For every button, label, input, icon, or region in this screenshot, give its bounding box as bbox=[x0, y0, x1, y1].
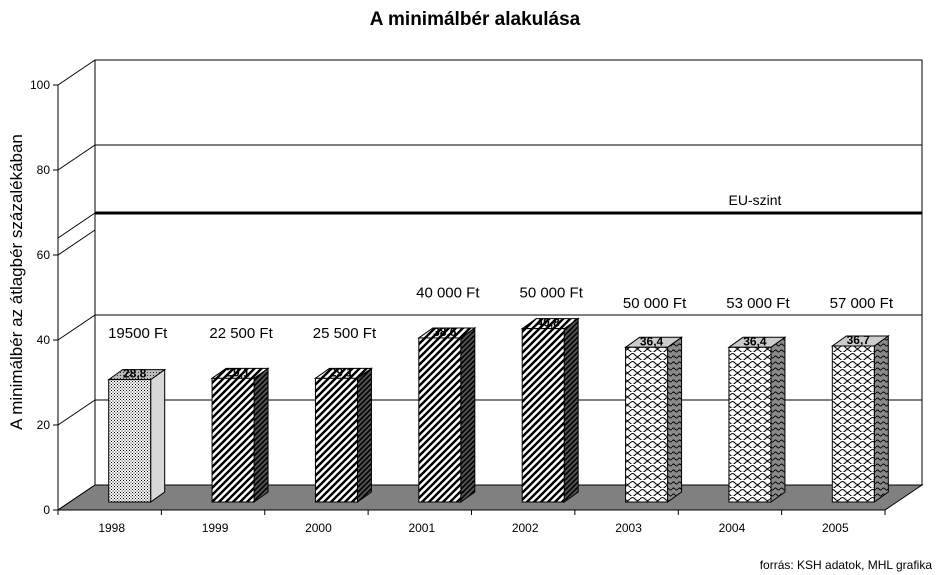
bar-side bbox=[873, 335, 889, 503]
wall-edge bbox=[57, 144, 96, 171]
bar-side bbox=[460, 326, 476, 503]
wage-label: 57 000 Ft bbox=[830, 295, 894, 312]
wage-label: 53 000 Ft bbox=[726, 295, 790, 312]
bar-1999 bbox=[210, 367, 270, 503]
data-label: 40,8 bbox=[537, 316, 561, 330]
x-tick-label: 2004 bbox=[719, 521, 746, 535]
bar-front bbox=[521, 328, 565, 503]
data-label: 36,4 bbox=[640, 334, 664, 348]
floor-plane bbox=[56, 484, 924, 511]
bar-front bbox=[831, 345, 875, 503]
data-label: 28,8 bbox=[123, 367, 147, 381]
x-tick-label: 2002 bbox=[512, 521, 539, 535]
y-tick-label: 80 bbox=[37, 163, 51, 177]
data-labels: 28,8 19500 Ft 29,1 22 500 Ft 29,1 25 500 Ft 38… bbox=[108, 285, 894, 381]
y-tick-label: 0 bbox=[43, 503, 50, 517]
x-tick-label: 2001 bbox=[408, 521, 435, 535]
y-tick-label: 40 bbox=[37, 333, 51, 347]
eu-level-wall-edge bbox=[57, 212, 96, 239]
bar-2002 bbox=[520, 317, 580, 503]
bar-2000 bbox=[313, 367, 373, 503]
y-tick-label: 60 bbox=[37, 248, 51, 262]
x-axis: 1998 1999 2000 2001 2002 2003 2004 2005 bbox=[57, 509, 886, 535]
bar-2003 bbox=[624, 336, 684, 503]
wage-label: 50 000 Ft bbox=[519, 285, 583, 302]
bar-side bbox=[667, 336, 683, 503]
y-tick-label: 20 bbox=[37, 418, 51, 432]
bar-side bbox=[356, 367, 372, 503]
bar-side bbox=[253, 367, 269, 503]
bar-side bbox=[563, 317, 579, 503]
x-tick-label: 1998 bbox=[98, 521, 125, 535]
bar-1998 bbox=[107, 368, 167, 503]
plot-floor bbox=[56, 484, 924, 511]
source-note: forrás: KSH adatok, MHL grafika bbox=[760, 558, 933, 572]
bar-front bbox=[625, 346, 669, 503]
eu-level-label: EU-szint bbox=[729, 192, 782, 208]
bars bbox=[107, 317, 890, 503]
bar-side bbox=[770, 336, 786, 503]
wall-edge bbox=[57, 314, 96, 341]
bar-front bbox=[108, 379, 152, 503]
bar-side bbox=[150, 368, 166, 503]
bar-front bbox=[418, 337, 462, 503]
wage-label: 50 000 Ft bbox=[623, 295, 687, 312]
x-tick-label: 2000 bbox=[305, 521, 332, 535]
wage-label: 40 000 Ft bbox=[416, 285, 480, 302]
x-tick-label: 2003 bbox=[615, 521, 642, 535]
wall-edge bbox=[57, 399, 96, 426]
wage-label: 25 500 Ft bbox=[313, 325, 377, 342]
plot-back-wall: EU-szint bbox=[57, 59, 923, 511]
data-label: 29,1 bbox=[226, 365, 250, 379]
y-axis-label: A minimálbér az átlagbér százalékában bbox=[7, 134, 26, 430]
bar-front bbox=[314, 377, 358, 503]
x-tick-label: 1999 bbox=[202, 521, 229, 535]
data-label: 38,6 bbox=[433, 325, 457, 339]
bar-2001 bbox=[417, 326, 477, 503]
y-axis: 0 20 40 60 80 100 bbox=[30, 78, 59, 517]
data-label: 36,7 bbox=[847, 333, 871, 347]
wall-edge bbox=[57, 229, 96, 256]
data-label: 36,4 bbox=[743, 334, 767, 348]
chart-title: A minimálbér alakulása bbox=[370, 9, 581, 30]
wage-label: 22 500 Ft bbox=[209, 325, 273, 342]
bar-2005 bbox=[830, 335, 890, 503]
wall-edge bbox=[57, 59, 96, 86]
bar-front bbox=[211, 377, 255, 503]
bar-front bbox=[728, 346, 772, 503]
bar-2004 bbox=[727, 336, 787, 503]
x-tick-label: 2005 bbox=[822, 521, 849, 535]
data-label: 29,1 bbox=[330, 365, 354, 379]
wage-label: 19500 Ft bbox=[108, 325, 168, 342]
y-tick-label: 100 bbox=[30, 78, 50, 92]
